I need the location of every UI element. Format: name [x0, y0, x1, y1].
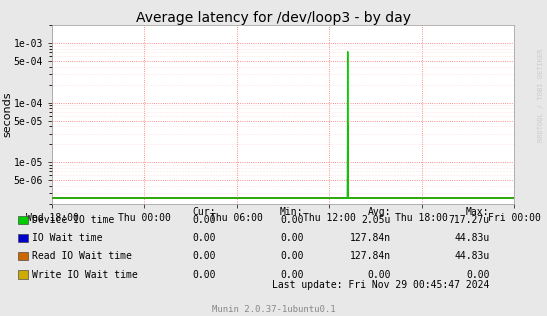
Text: 0.00: 0.00: [280, 270, 304, 280]
Text: Write IO Wait time: Write IO Wait time: [32, 270, 137, 280]
Text: 0.00: 0.00: [193, 233, 216, 243]
Text: 0.00: 0.00: [280, 233, 304, 243]
Text: Min:: Min:: [280, 207, 304, 217]
Text: 0.00: 0.00: [193, 215, 216, 225]
Text: Last update: Fri Nov 29 00:45:47 2024: Last update: Fri Nov 29 00:45:47 2024: [272, 280, 490, 290]
Text: Device IO time: Device IO time: [32, 215, 114, 225]
Text: Max:: Max:: [466, 207, 490, 217]
Text: 2.05u: 2.05u: [362, 215, 391, 225]
Text: 0.00: 0.00: [193, 270, 216, 280]
Text: IO Wait time: IO Wait time: [32, 233, 102, 243]
Y-axis label: seconds: seconds: [2, 92, 12, 137]
Text: 127.84n: 127.84n: [350, 251, 391, 261]
Text: 44.83u: 44.83u: [455, 233, 490, 243]
Text: Munin 2.0.37-1ubuntu0.1: Munin 2.0.37-1ubuntu0.1: [212, 306, 335, 314]
Text: RRDTOOL / TOBI OETIKER: RRDTOOL / TOBI OETIKER: [538, 48, 544, 142]
Text: 44.83u: 44.83u: [455, 251, 490, 261]
Text: 0.00: 0.00: [280, 215, 304, 225]
Text: 0.00: 0.00: [466, 270, 490, 280]
Text: Avg:: Avg:: [368, 207, 391, 217]
Text: Cur:: Cur:: [193, 207, 216, 217]
Text: 0.00: 0.00: [368, 270, 391, 280]
Text: Read IO Wait time: Read IO Wait time: [32, 251, 132, 261]
Text: 0.00: 0.00: [193, 251, 216, 261]
Text: 0.00: 0.00: [280, 251, 304, 261]
Text: 127.84n: 127.84n: [350, 233, 391, 243]
Text: 717.27u: 717.27u: [449, 215, 490, 225]
Text: Average latency for /dev/loop3 - by day: Average latency for /dev/loop3 - by day: [136, 11, 411, 25]
